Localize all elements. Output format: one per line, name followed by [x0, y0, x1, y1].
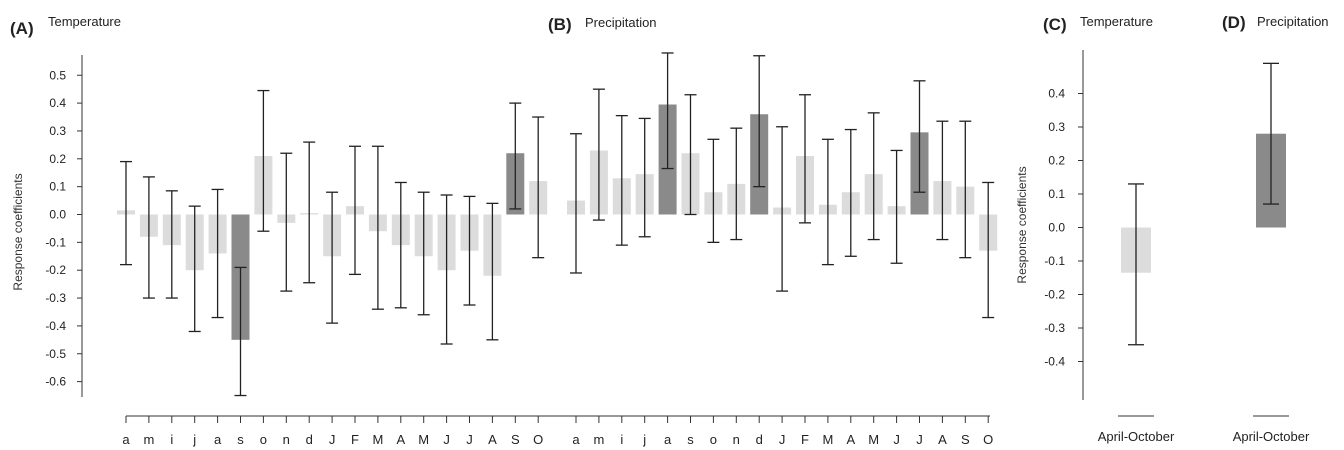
x-tick-label-a: M	[418, 432, 429, 447]
x-tick-label-b: i	[620, 432, 623, 447]
x-tick-label-a: F	[351, 432, 359, 447]
y-tick-label-right: -0.2	[1044, 288, 1065, 302]
panel-a-y-axis-title: Response coefficients	[11, 173, 25, 290]
y-tick-label-left: -0.4	[45, 319, 66, 333]
x-tick-label-b: A	[846, 432, 855, 447]
panel-a-letter: (A)	[10, 19, 34, 38]
y-tick-label-left: 0.1	[49, 180, 66, 194]
x-tick-label-b: s	[687, 432, 694, 447]
x-tick-label-b: A	[938, 432, 947, 447]
y-tick-label-left: -0.6	[45, 375, 66, 389]
x-tick-label-b: n	[733, 432, 740, 447]
y-tick-label-left: 0.3	[49, 124, 66, 138]
x-tick-label-b: J	[779, 432, 786, 447]
x-tick-label-a: J	[443, 432, 450, 447]
x-tick-label-a: d	[306, 432, 313, 447]
y-tick-label-right: 0.4	[1048, 87, 1065, 101]
x-tick-label-a: m	[143, 432, 154, 447]
x-tick-label-a: J	[466, 432, 473, 447]
x-tick-label-a: M	[372, 432, 383, 447]
panel-c-letter: (C)	[1043, 15, 1067, 34]
panel-d-title: Precipitation	[1257, 14, 1329, 29]
y-tick-label-right: -0.3	[1044, 321, 1065, 335]
x-tick-label-a: O	[533, 432, 543, 447]
x-tick-label-b: J	[893, 432, 900, 447]
y-tick-label-left: -0.5	[45, 347, 66, 361]
x-tick-label-a: j	[192, 432, 196, 447]
x-tick-label-b: J	[916, 432, 923, 447]
x-tick-label-b: O	[983, 432, 993, 447]
x-tick-label-a: s	[237, 432, 244, 447]
y-tick-label-left: -0.3	[45, 291, 66, 305]
x-tick-label-a: o	[260, 432, 267, 447]
y-tick-label-right: 0.0	[1048, 221, 1065, 235]
y-tick-label-right: -0.1	[1044, 254, 1065, 268]
x-tick-label-b: M	[822, 432, 833, 447]
y-tick-label-left: -0.2	[45, 263, 66, 277]
y-tick-label-left: 0.5	[49, 68, 66, 82]
x-tick-label-b: F	[801, 432, 809, 447]
x-tick-label-a: A	[488, 432, 497, 447]
y-tick-label-left: 0.2	[49, 152, 66, 166]
x-tick-label-b: m	[593, 432, 604, 447]
panel-b-letter: (B)	[548, 15, 572, 34]
y-tick-label-left: 0.4	[49, 96, 66, 110]
y-tick-label-left: 0.0	[49, 208, 66, 222]
y-tick-label-right: 0.1	[1048, 187, 1065, 201]
x-tick-label-a: A	[396, 432, 405, 447]
x-tick-label-a: a	[214, 432, 222, 447]
panel-a-title: Temperature	[48, 14, 121, 29]
x-tick-label-a: J	[329, 432, 336, 447]
x-tick-label-b: S	[961, 432, 970, 447]
x-tick-label-b: d	[756, 432, 763, 447]
x-tick-label-b: M	[868, 432, 879, 447]
x-tick-label-a: a	[122, 432, 130, 447]
x-tick-label-b: o	[710, 432, 717, 447]
x-tick-label-b: a	[572, 432, 580, 447]
y-tick-label-left: -0.1	[45, 235, 66, 249]
y-tick-label-right: 0.3	[1048, 120, 1065, 134]
y-tick-label-right: 0.2	[1048, 154, 1065, 168]
x-tick-label-b: a	[664, 432, 672, 447]
x-tick-label-c: April-October	[1098, 429, 1175, 444]
x-tick-label-b: j	[642, 432, 646, 447]
x-tick-label-a: n	[283, 432, 290, 447]
panel-b-title: Precipitation	[585, 15, 657, 30]
x-tick-label-d: April-October	[1233, 429, 1310, 444]
panel-d-letter: (D)	[1222, 13, 1246, 32]
x-tick-label-a: S	[511, 432, 520, 447]
x-tick-label-a: i	[170, 432, 173, 447]
plot-layer: 0.5 0.4 0.3 0.2 0.1 0.0 -0.1 -0.2 -0.3 -0.4 -0.5 -0…	[45, 50, 1310, 447]
y-tick-label-right: -0.4	[1044, 355, 1065, 369]
panel-c-title: Temperature	[1080, 14, 1153, 29]
panel-c-y-axis-title: Response coefficients	[1015, 166, 1029, 283]
